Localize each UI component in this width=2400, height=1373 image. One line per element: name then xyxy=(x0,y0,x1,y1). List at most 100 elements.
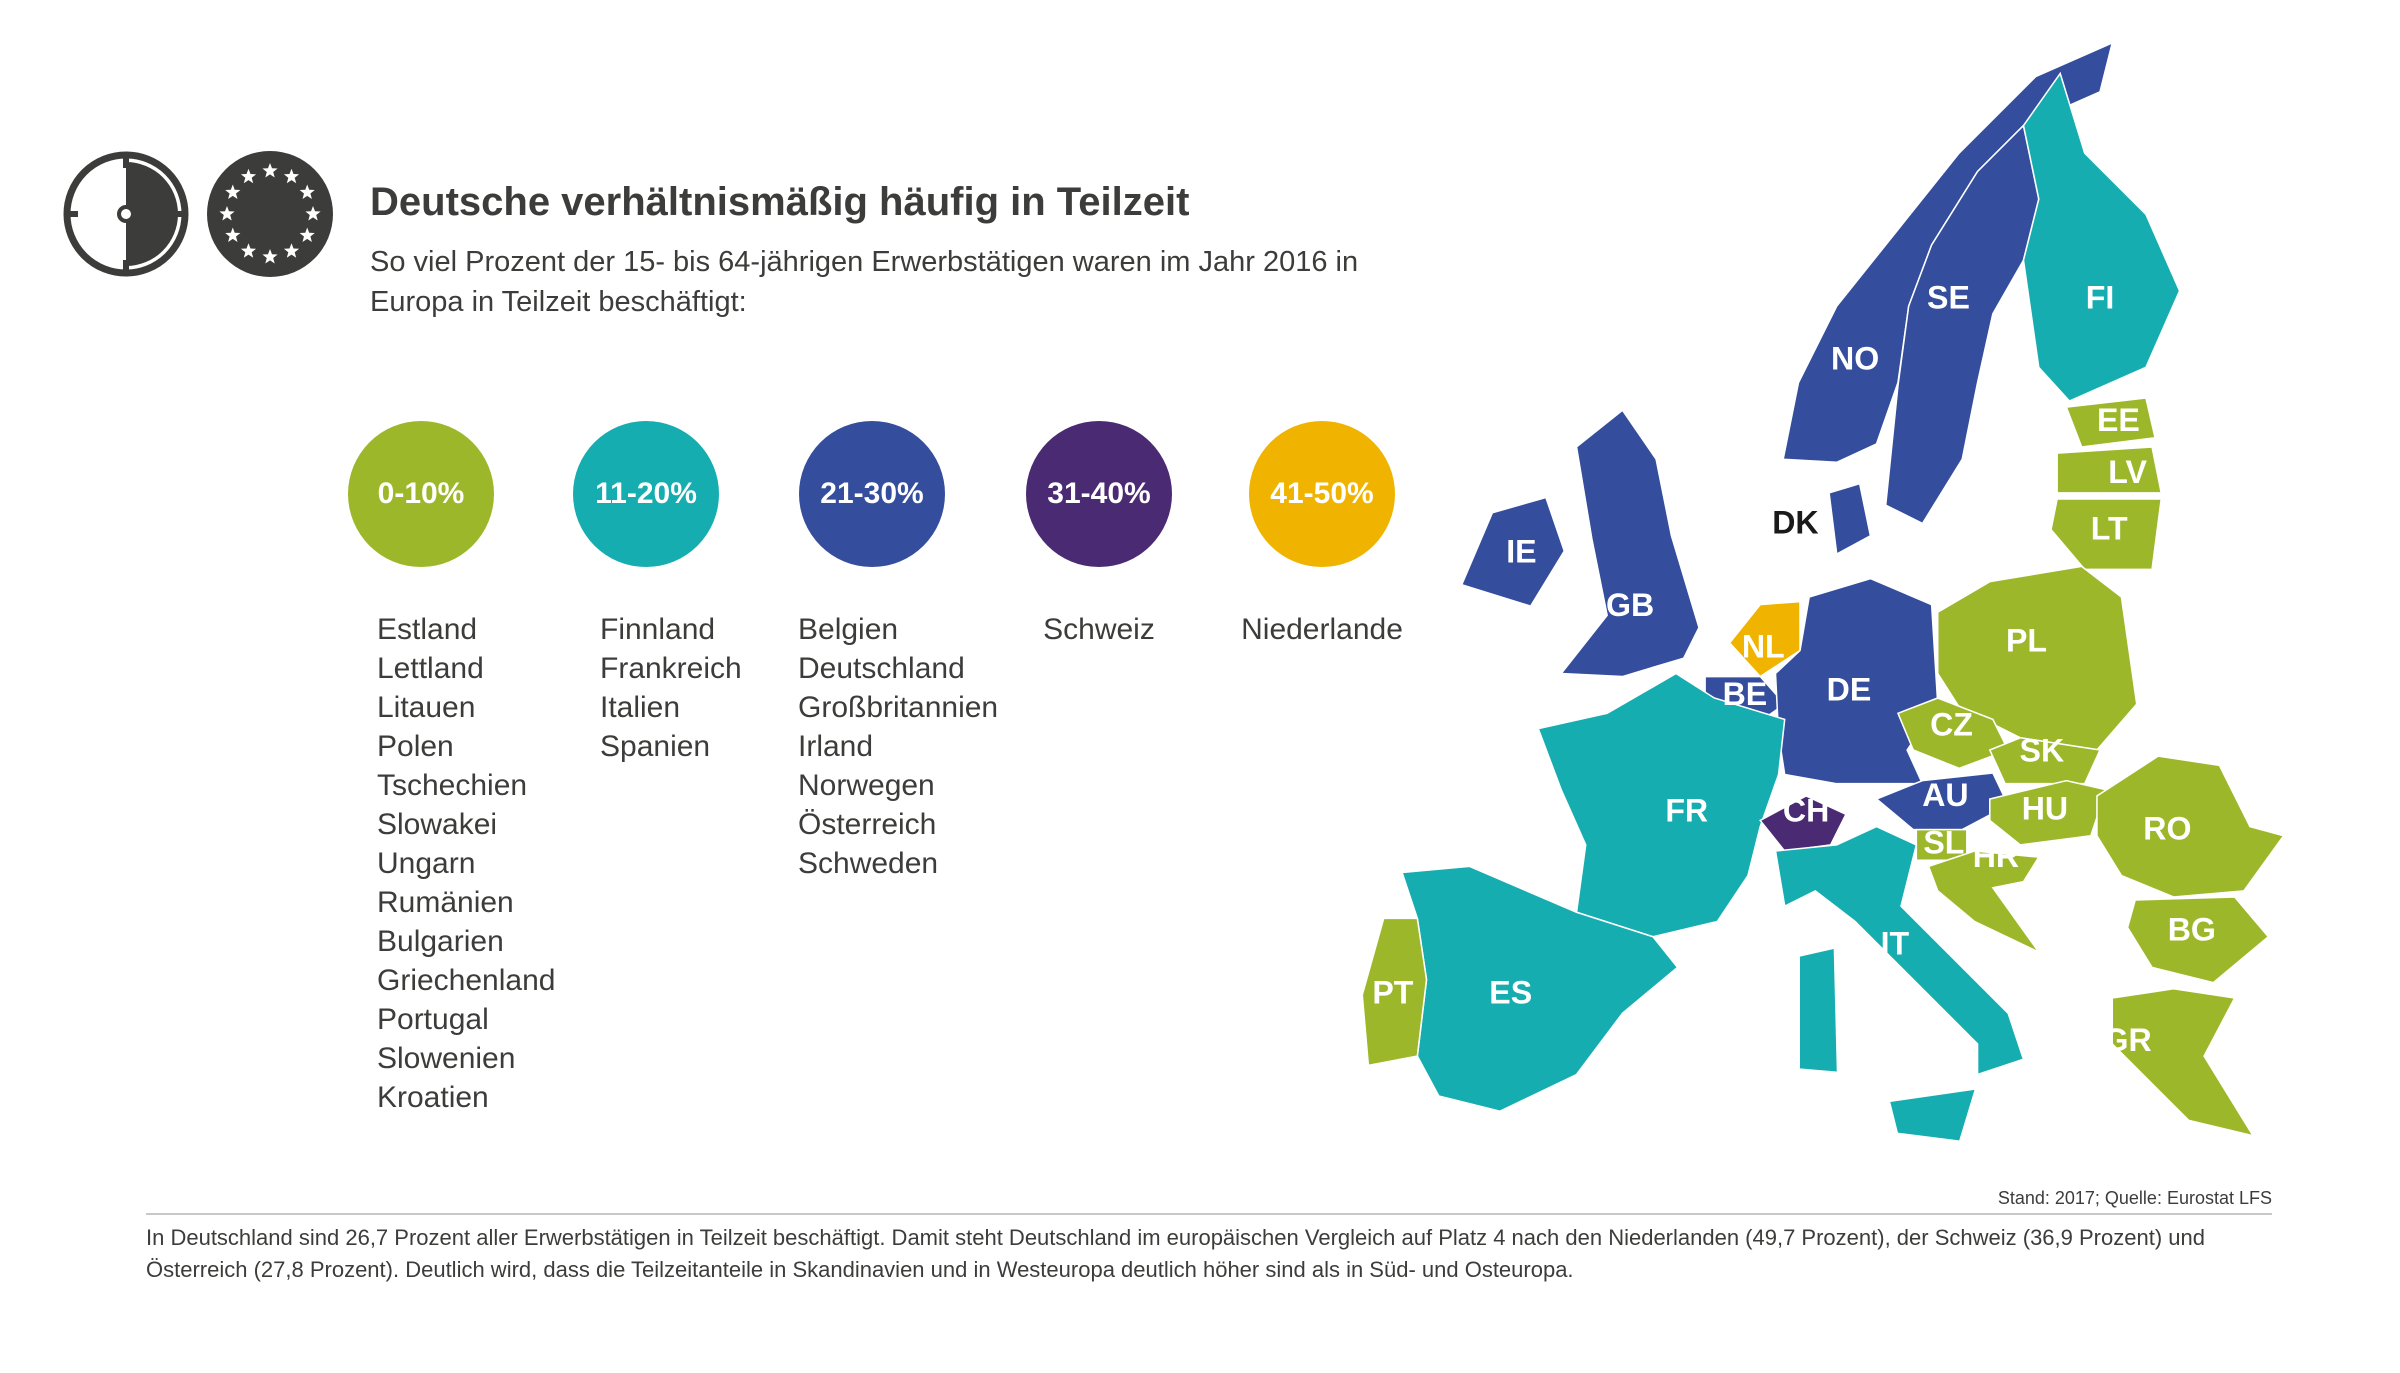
legend-circle: 41-50% xyxy=(1249,421,1395,567)
country-label-fr: FR xyxy=(1665,792,1708,828)
country-lv xyxy=(2056,446,2163,494)
country-list-item: Irland xyxy=(798,730,874,763)
half-clock-icon xyxy=(63,151,189,277)
country-list-item: Ungarn xyxy=(377,847,476,880)
legend-circle: 11-20% xyxy=(573,421,719,567)
country-list-item: Großbritannien xyxy=(798,691,999,724)
country-list-item: Schweden xyxy=(798,847,939,880)
country-list-item: Lettland xyxy=(377,652,484,685)
header-icons xyxy=(63,151,333,277)
country-label-ee: EE xyxy=(2097,402,2140,438)
country-hu xyxy=(1989,779,2108,846)
country-pl xyxy=(1936,565,2138,751)
country-fr xyxy=(1537,672,1786,938)
country-hr xyxy=(1927,850,2042,955)
legend-group-0-10: 0-10% Estland Lettland Litauen Polen Tschech… xyxy=(301,421,556,1117)
country-label-ie: IE xyxy=(1506,534,1536,570)
country-list-item: Österreich xyxy=(798,808,937,841)
country-label-hr: HR xyxy=(1973,838,2019,874)
country-ro xyxy=(2096,755,2285,898)
country-list-item: Tschechien xyxy=(377,769,528,802)
country-label-sk: SK xyxy=(2020,733,2065,769)
country-it xyxy=(1774,825,2025,1076)
country-list-item: Norwegen xyxy=(798,769,935,802)
country-list-item: Polen xyxy=(377,730,454,763)
country-label-ro: RO xyxy=(2143,811,2191,847)
country-label-nl: NL xyxy=(1742,628,1785,664)
country-gr xyxy=(2111,988,2255,1137)
country-label-ch: CH xyxy=(1783,792,1829,828)
country-list-item: Schweiz xyxy=(1043,613,1155,646)
legend-circle: 21-30% xyxy=(799,421,945,567)
country-list-item: Slowakei xyxy=(377,808,498,841)
country-list-item: Deutschland xyxy=(798,652,965,685)
country-list: Niederlande xyxy=(1202,610,1442,649)
country-list-item: Niederlande xyxy=(1241,613,1403,646)
country-ee xyxy=(2065,397,2157,448)
page-subtitle: So viel Prozent der 15- bis 64-jährigen … xyxy=(370,246,1359,318)
country-label-pt: PT xyxy=(1372,974,1413,1010)
star-icon xyxy=(240,168,257,184)
country-list-item: Spanien xyxy=(600,730,711,763)
legend-group-21-30: 21-30% Belgien Deutschland Großbritannien I… xyxy=(752,421,999,883)
country-label-no: NO xyxy=(1831,341,1879,377)
star-icon xyxy=(219,206,235,221)
country-label-be: BE xyxy=(1723,676,1768,712)
star-icon xyxy=(262,163,278,178)
country-label-lv: LV xyxy=(2108,454,2147,490)
star-icon xyxy=(225,184,241,199)
country-list: Finnland Frankreich Italien Spanien xyxy=(526,610,766,766)
country-list-item: Italien xyxy=(600,691,681,724)
legend-group-41-50: 41-50% Niederlande xyxy=(1202,421,1442,649)
source-note: Stand: 2017; Quelle: Eurostat LFS xyxy=(1997,1188,2272,1208)
country-label-es: ES xyxy=(1489,974,1532,1010)
country-label-gr: GR xyxy=(2103,1022,2151,1058)
legend-group-11-20: 11-20% Finnland Frankreich Italien Spanien xyxy=(526,421,766,766)
country-label-dk: DK xyxy=(1772,505,1818,541)
country-list-item: Litauen xyxy=(377,691,476,724)
country-list-item: Slowenien xyxy=(377,1042,516,1075)
country-list-item: Portugal xyxy=(377,1003,489,1036)
country-bg xyxy=(2126,896,2270,984)
country-label-fi: FI xyxy=(2086,280,2115,316)
country-list: Estland Lettland Litauen Polen Tschechien Slo… xyxy=(301,610,556,1117)
divider xyxy=(146,1213,2272,1215)
country-label-de: DE xyxy=(1827,671,1872,707)
country-ie xyxy=(1460,496,1566,608)
star-icon xyxy=(299,227,315,242)
country-label-it: IT xyxy=(1881,925,1910,961)
country-dk xyxy=(1828,482,1872,556)
star-icon xyxy=(299,184,315,199)
star-icon xyxy=(225,227,241,242)
footer-text: In Deutschland sind 26,7 Prozent aller E… xyxy=(146,1225,2205,1282)
country-list-item: Griechenland xyxy=(377,964,556,997)
country-list-item: Rumänien xyxy=(377,886,514,919)
country-label-pl: PL xyxy=(2006,622,2047,658)
page-title: Deutsche verhältnismäßig häufig in Teilz… xyxy=(370,180,1190,224)
legend-circle: 31-40% xyxy=(1026,421,1172,567)
country-label-cz: CZ xyxy=(1930,707,1973,743)
country-list-item: Frankreich xyxy=(600,652,742,685)
country-label-hu: HU xyxy=(2022,791,2068,827)
country-pt xyxy=(1361,917,1428,1067)
island-sardinia xyxy=(1800,949,1837,1072)
country-list-item: Bulgarien xyxy=(377,925,504,958)
legend-circle: 0-10% xyxy=(348,421,494,567)
country-label-au: AU xyxy=(1922,777,1968,813)
country-label-bg: BG xyxy=(2168,912,2216,948)
country-list: Schweiz xyxy=(979,610,1219,649)
country-label-lt: LT xyxy=(2091,511,2128,547)
country-ch xyxy=(1759,795,1847,852)
star-icon xyxy=(262,249,278,264)
country-nl xyxy=(1728,600,1801,678)
star-icon xyxy=(283,168,300,184)
country-list-item: Finnland xyxy=(600,613,716,646)
country-lt xyxy=(2050,498,2163,571)
star-icon xyxy=(283,243,300,258)
country-label-se: SE xyxy=(1927,280,1970,316)
country-gb xyxy=(1559,409,1700,678)
country-fi xyxy=(2022,71,2181,402)
country-list-item: Belgien xyxy=(798,613,899,646)
country-label-gb: GB xyxy=(1606,587,1654,623)
